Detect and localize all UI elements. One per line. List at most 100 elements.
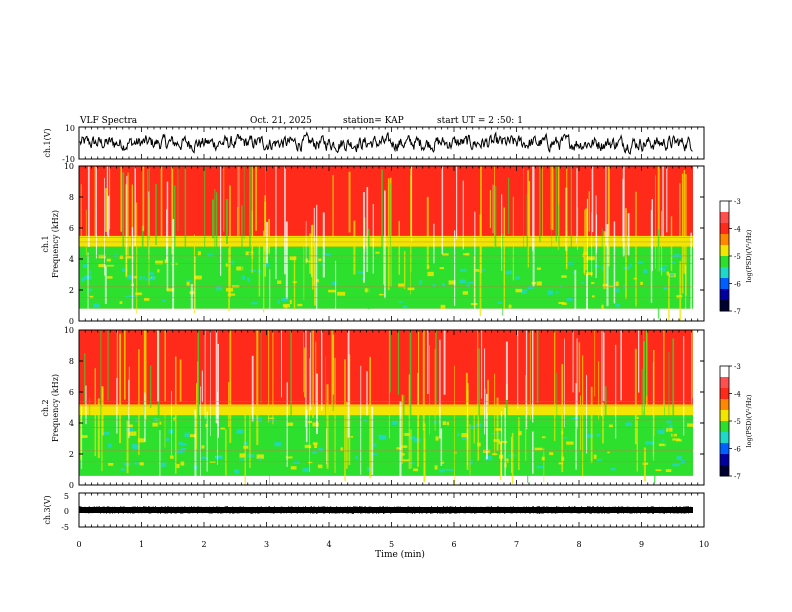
sferic-streak (467, 402, 468, 466)
sferic-streak (160, 166, 163, 242)
sferic-streak (398, 220, 400, 275)
sferic-streak (603, 231, 606, 289)
spectrogram-texture (234, 469, 239, 474)
sferic-streak (116, 330, 118, 409)
sferic-streak (539, 166, 541, 242)
spectrogram-texture (448, 280, 456, 285)
sferic-streak (533, 415, 535, 466)
spectrogram-texture (463, 253, 467, 256)
sferic-streak (502, 234, 504, 316)
sferic-streak (304, 347, 305, 398)
spectrogram-texture (465, 252, 470, 256)
sferic-streak (594, 330, 596, 397)
sferic-streak (576, 168, 578, 244)
colorbar-label: log(PSD)(V²/Hz) (745, 394, 753, 447)
sferic-streak (100, 330, 102, 420)
sferic-streak (657, 166, 660, 272)
sferic-streak (646, 330, 648, 397)
sferic-streak (85, 209, 87, 256)
spectrogram-band (79, 454, 693, 476)
spectrogram-texture (284, 305, 288, 309)
spectrogram-texture (615, 303, 621, 307)
spectrogram-texture (591, 282, 595, 284)
sferic-streak (381, 169, 383, 260)
spectrogram-texture (155, 260, 163, 265)
spectrogram-texture (666, 427, 673, 432)
sferic-streak (166, 209, 167, 261)
spectrogram-texture (89, 295, 94, 299)
spectrogram-texture (98, 264, 106, 268)
ch1-spectrogram-channel: ch.1 (41, 235, 50, 252)
sferic-streak (106, 166, 109, 235)
spectrogram-texture (120, 468, 126, 471)
no-data-region (693, 330, 704, 485)
spectrogram-texture (197, 251, 201, 256)
sferic-streak (681, 173, 684, 294)
sferic-streak (615, 344, 617, 439)
spectrogram-texture (289, 256, 297, 261)
spectrogram-texture (594, 264, 599, 268)
spectrogram-texture (593, 454, 597, 459)
sferic-streak (484, 348, 486, 435)
colorbar-label: log(PSD)(V²/Hz) (745, 229, 753, 282)
sferic-streak (159, 430, 161, 478)
sferic-streak (105, 428, 107, 462)
spectrogram-texture (462, 438, 467, 440)
sferic-streak (555, 166, 557, 242)
spectrogram-texture (566, 441, 574, 445)
spectrogram-texture (668, 424, 674, 428)
sferic-streak (87, 166, 90, 247)
spectrogram-texture (134, 462, 140, 465)
ytick-label: 8 (69, 357, 74, 366)
spectrogram-texture (82, 264, 87, 268)
spectrogram-texture (484, 455, 493, 461)
spectrogram-texture (89, 288, 92, 292)
sferic-streak (143, 330, 146, 410)
sferic-streak (107, 330, 109, 401)
spectrogram-texture (119, 255, 124, 259)
spectrogram-texture (498, 441, 501, 445)
spectrogram-texture (527, 286, 534, 289)
spectrogram-texture (637, 261, 644, 264)
colorbar-segment (720, 256, 729, 268)
spectrogram-texture (625, 422, 632, 427)
spectrogram-texture (350, 436, 353, 438)
spectrogram-texture (610, 467, 616, 471)
sferic-streak (440, 428, 443, 466)
spectrogram-texture (596, 433, 601, 437)
spectrogram-texture (396, 447, 402, 450)
spectrogram-texture (444, 468, 452, 471)
sferic-streak (643, 330, 645, 411)
spectrogram-texture (108, 463, 114, 466)
spectrogram-texture (305, 260, 311, 263)
xtick-label: 7 (514, 540, 519, 549)
sferic-streak (635, 191, 637, 307)
spectrogram-texture (304, 444, 312, 449)
sferic-streak (80, 184, 82, 239)
spectrogram-texture (427, 271, 434, 277)
sferic-streak (478, 348, 480, 417)
sferic-streak (574, 269, 577, 310)
sferic-streak (661, 211, 663, 276)
spectrogram-texture (670, 274, 675, 277)
spectrogram-texture (450, 469, 455, 472)
sferic-streak (97, 398, 100, 459)
ch1-ytick-bottom: -10 (62, 155, 75, 164)
sferic-streak (220, 166, 222, 276)
spectrogram-texture (615, 288, 620, 293)
sferic-streak (303, 239, 305, 301)
sferic-streak (422, 330, 425, 431)
spectrogram-texture (122, 268, 128, 272)
spectrogram-texture (305, 258, 309, 262)
xtick-label: 3 (264, 540, 269, 549)
spectrogram-texture (281, 298, 289, 302)
spectrogram-texture (462, 291, 468, 295)
sferic-streak (690, 232, 692, 311)
sferic-streak (171, 166, 174, 255)
spectrogram-texture (500, 441, 508, 443)
spectrogram-texture (457, 433, 460, 437)
ytick-label: 0 (69, 317, 74, 326)
spectrogram-texture (555, 291, 560, 294)
colorbar-segment (720, 443, 729, 455)
sferic-streak (638, 330, 640, 393)
